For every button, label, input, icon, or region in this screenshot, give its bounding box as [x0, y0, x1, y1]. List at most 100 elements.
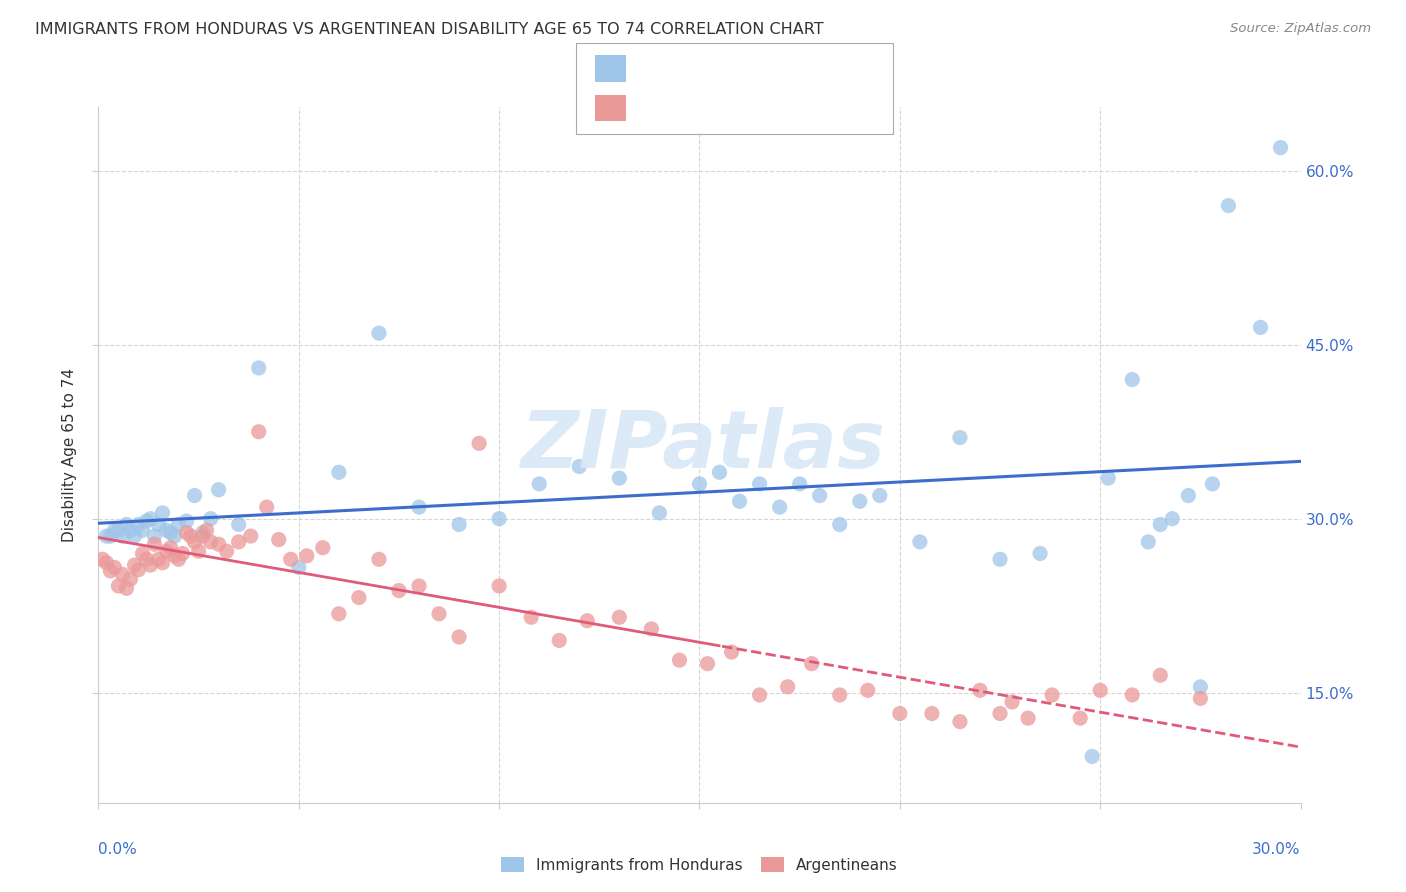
Point [1250, 320, 1272, 334]
Point [1029, 546, 1052, 561]
Point [1001, 695, 1024, 709]
Point [1149, 517, 1171, 532]
Point [988, 552, 1011, 566]
Point [107, 579, 129, 593]
Point [488, 579, 510, 593]
Point [1177, 489, 1199, 503]
Point [988, 706, 1011, 721]
Point [155, 523, 177, 537]
Point [1040, 688, 1063, 702]
Point [187, 544, 209, 558]
Point [568, 459, 591, 474]
Point [1137, 534, 1160, 549]
Point [100, 564, 122, 578]
Point [111, 529, 134, 543]
Point [640, 622, 662, 636]
Point [609, 610, 631, 624]
Point [155, 544, 177, 558]
Point [143, 529, 166, 543]
Point [191, 525, 214, 540]
Y-axis label: Disability Age 65 to 74: Disability Age 65 to 74 [62, 368, 77, 542]
Point [488, 511, 510, 525]
Point [208, 537, 231, 551]
Point [769, 500, 792, 514]
Point [1161, 511, 1184, 525]
Point [128, 517, 150, 532]
Point [949, 714, 972, 729]
Point [135, 514, 157, 528]
Point [172, 546, 194, 561]
Point [115, 517, 138, 532]
Text: R =: R = [637, 101, 672, 115]
Text: 0.301: 0.301 [679, 62, 735, 76]
Point [200, 511, 222, 525]
Text: 73: 73 [803, 101, 825, 115]
Point [176, 514, 198, 528]
Point [148, 517, 170, 532]
Point [1088, 683, 1111, 698]
Point [143, 537, 166, 551]
Point [689, 476, 711, 491]
Point [828, 688, 851, 702]
Point [111, 567, 134, 582]
Text: ZIPatlas: ZIPatlas [520, 407, 886, 485]
Point [368, 552, 391, 566]
Point [408, 579, 430, 593]
Point [908, 534, 931, 549]
Point [128, 563, 150, 577]
Point [648, 506, 671, 520]
Point [1121, 688, 1143, 702]
Point [96, 556, 118, 570]
Point [131, 546, 153, 561]
Point [347, 591, 370, 605]
Point [368, 326, 391, 340]
Point [131, 523, 153, 537]
Text: -0.098: -0.098 [679, 101, 737, 115]
Point [1218, 199, 1240, 213]
Point [120, 523, 142, 537]
Point [328, 607, 350, 621]
Point [668, 653, 690, 667]
Point [215, 544, 238, 558]
Point [159, 541, 181, 555]
Legend: Immigrants from Honduras, Argentineans: Immigrants from Honduras, Argentineans [495, 850, 904, 879]
Point [969, 683, 991, 698]
Point [709, 466, 731, 480]
Point [103, 523, 125, 537]
Point [609, 471, 631, 485]
Point [388, 583, 411, 598]
Point [408, 500, 430, 514]
Point [889, 706, 911, 721]
Point [228, 534, 250, 549]
Point [849, 494, 872, 508]
Point [159, 525, 181, 540]
Point [800, 657, 823, 671]
Point [1069, 711, 1091, 725]
Point [195, 523, 218, 537]
Point [167, 517, 190, 532]
Point [748, 476, 770, 491]
Point [96, 529, 118, 543]
Point [1201, 476, 1223, 491]
Text: 30.0%: 30.0% [1253, 842, 1301, 856]
Point [167, 552, 190, 566]
Point [247, 360, 270, 375]
Point [529, 476, 551, 491]
Point [728, 494, 751, 508]
Point [135, 552, 157, 566]
Point [152, 506, 174, 520]
Point [808, 489, 831, 503]
Text: 62: 62 [803, 62, 825, 76]
Point [1270, 140, 1292, 154]
Point [100, 529, 122, 543]
Point [139, 511, 162, 525]
Point [120, 572, 142, 586]
Point [1189, 691, 1212, 706]
Point [427, 607, 450, 621]
Point [1097, 471, 1119, 485]
Point [776, 680, 799, 694]
Point [256, 500, 278, 514]
Text: N =: N = [749, 101, 796, 115]
Point [328, 466, 350, 480]
Text: R =: R = [637, 62, 672, 76]
